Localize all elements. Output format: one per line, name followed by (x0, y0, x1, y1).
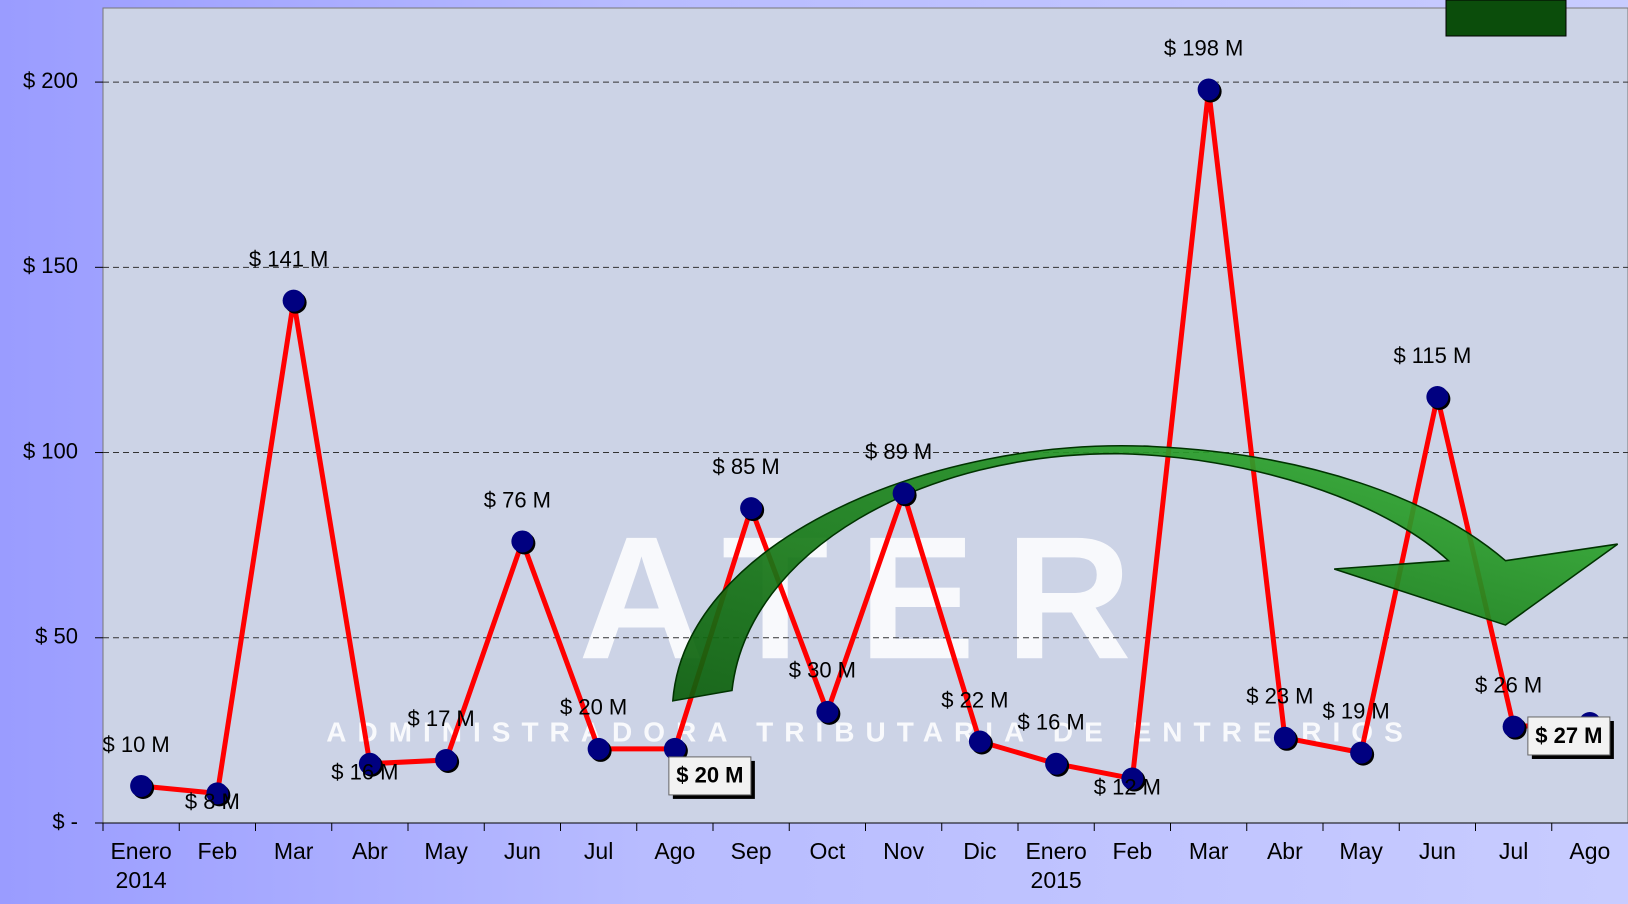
marker (511, 530, 534, 553)
corner-box (1445, 0, 1567, 37)
y-tick-label: $ 200 (23, 68, 78, 93)
x-tick-label: Jun (503, 838, 541, 864)
watermark-subtitle: ADMINISTRADORA TRIBUTARIA DE ENTRE RIOS (326, 716, 1414, 747)
x-tick-label: Enero 2015 (1025, 838, 1087, 893)
data-label: $ 17 M (407, 706, 474, 731)
x-tick-label: Ago (654, 838, 696, 864)
watermark: ATER ADMINISTRADORA TRIBUTARIA DE ENTRE … (326, 501, 1414, 747)
data-label: $ 27 M (1535, 723, 1602, 748)
x-tick-label: Sep (730, 838, 772, 864)
x-tick-label: Jul (583, 838, 614, 864)
data-label: $ 20 M (676, 763, 743, 788)
marker (740, 497, 763, 520)
data-label: $ 89 M (865, 439, 932, 464)
marker (206, 782, 229, 805)
x-tick-label: May (424, 838, 468, 864)
marker (1426, 385, 1449, 408)
marker (282, 289, 305, 312)
marker (892, 482, 915, 505)
marker (1045, 752, 1068, 775)
y-tick-label: $ 50 (35, 624, 78, 649)
marker (968, 730, 991, 753)
x-tick-label: Ago (1569, 838, 1611, 864)
x-tick-label: Mar (1188, 838, 1229, 864)
data-label: $ 8 M (185, 789, 240, 814)
data-label: $ 20 M (560, 695, 627, 720)
x-tick-label: Enero 2014 (110, 838, 172, 893)
x-tick-label: Mar (273, 838, 314, 864)
label-box (668, 756, 752, 796)
label-box (1527, 716, 1611, 756)
plot-area (102, 7, 1628, 824)
data-label: $ 16 M (331, 760, 398, 785)
marker (435, 749, 458, 772)
data-label: $ 16 M (1017, 710, 1084, 735)
y-tick-label: $ 150 (23, 253, 78, 278)
data-label: $ 85 M (712, 454, 779, 479)
x-tick-label: Dic (963, 838, 997, 864)
data-label: $ 23 M (1246, 684, 1313, 709)
marker (130, 774, 153, 797)
marker (587, 737, 610, 760)
data-label: $ 19 M (1322, 698, 1389, 723)
x-tick-label: Jun (1418, 838, 1456, 864)
marker (1502, 715, 1525, 738)
marker (1273, 726, 1296, 749)
data-label: $ 22 M (941, 687, 1008, 712)
x-tick-label: Abr (1266, 838, 1303, 864)
x-tick-label: Feb (197, 838, 238, 864)
x-tick-label: Abr (351, 838, 388, 864)
y-tick-label: $ - (52, 809, 78, 834)
data-label: $ 141 M (249, 246, 329, 271)
marker (1121, 767, 1144, 790)
line (140, 87, 1590, 796)
data-label: $ 30 M (789, 658, 856, 683)
marker (358, 752, 381, 775)
watermark-logo: ATER (578, 501, 1161, 696)
y-tick-label: $ 100 (23, 438, 78, 463)
data-label: $ 12 M (1094, 774, 1161, 799)
marker (663, 737, 686, 760)
x-tick-label: Oct (809, 838, 846, 864)
x-tick-label: Nov (883, 838, 925, 864)
x-tick-label: May (1339, 838, 1383, 864)
data-label: $ 198 M (1164, 35, 1244, 60)
data-label: $ 115 M (1393, 343, 1471, 368)
marker (1197, 78, 1220, 101)
data-label: $ 10 M (102, 732, 169, 757)
x-tick-label: Jul (1498, 838, 1529, 864)
data-label: $ 76 M (484, 487, 551, 512)
x-tick-label: Feb (1112, 838, 1153, 864)
marker (1350, 741, 1373, 764)
marker (816, 700, 839, 723)
data-label: $ 26 M (1475, 672, 1542, 697)
